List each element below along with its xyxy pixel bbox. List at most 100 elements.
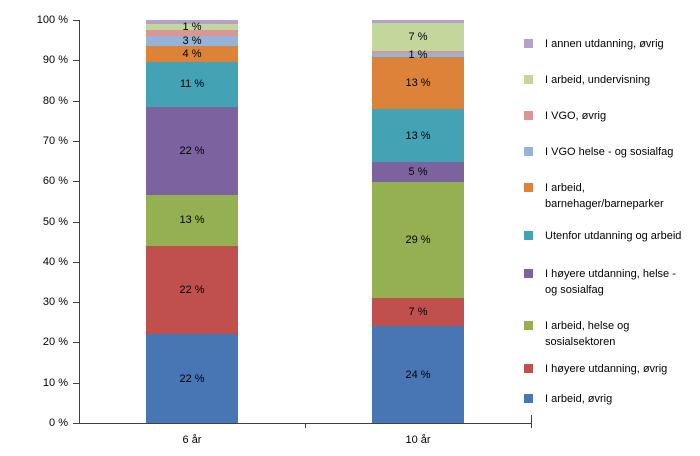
- segment-label: 29 %: [405, 234, 431, 247]
- y-axis-tick-label: 10 %: [42, 377, 68, 389]
- legend-label-line: og sosialfag: [545, 284, 604, 296]
- bar-segment-6ar: 22 %: [146, 106, 238, 196]
- legend-item: I høyere utdanning, øvrig: [524, 361, 667, 377]
- bar-segment-10ar: 7 %: [372, 23, 464, 52]
- legend-label-line: I arbeid, helse og: [545, 320, 630, 332]
- legend-label: I annen utdanning, øvrig: [545, 36, 664, 52]
- legend-label-line: barnehager/barneparker: [545, 198, 664, 210]
- bar-segment-10ar: [372, 20, 464, 24]
- segment-label: 3 %: [182, 35, 202, 48]
- legend-label: I arbeid, undervisning: [545, 72, 650, 88]
- legend-item: I VGO, øvrig: [524, 108, 606, 124]
- legend-label: I høyere utdanning, helse - og sosialfag: [545, 266, 676, 298]
- y-axis-tick-label: 80 %: [42, 95, 68, 107]
- segment-label: 11 %: [179, 78, 205, 91]
- y-axis-tick-label: 100 %: [36, 14, 68, 26]
- legend-swatch: [524, 111, 533, 120]
- segment-label: 7 %: [408, 31, 428, 44]
- legend-label-line: I VGO, øvrig: [545, 110, 607, 122]
- y-axis-tick: [73, 342, 79, 343]
- bar-segment-6ar: 1 %: [146, 21, 238, 34]
- bar-segment-10ar: 5 %: [372, 161, 464, 182]
- y-axis-tick-label: 50 %: [42, 216, 68, 228]
- legend-label-line: I arbeid,: [545, 182, 585, 194]
- segment-label: 1 %: [182, 21, 202, 34]
- legend-item: I arbeid, øvrig: [524, 391, 612, 407]
- bar-segment-6ar: [146, 30, 238, 37]
- y-axis-tick-label: 20 %: [42, 336, 68, 348]
- y-axis-tick-label: 70 %: [42, 135, 68, 147]
- legend-swatch: [524, 75, 533, 84]
- x-axis-tick: [305, 424, 306, 428]
- legend-label: I VGO helse - og sosialfag: [545, 144, 673, 160]
- legend-swatch: [524, 321, 533, 330]
- legend-label: I arbeid, øvrig: [545, 391, 612, 407]
- legend-swatch: [524, 364, 533, 373]
- y-axis-tick-label: 90 %: [42, 54, 68, 66]
- legend-label: Utenfor utdanning og arbeid: [545, 228, 681, 244]
- x-axis-end-tick: [531, 415, 532, 428]
- legend-swatch: [524, 269, 533, 278]
- legend-label: I høyere utdanning, øvrig: [545, 361, 667, 377]
- segment-label: 13 %: [179, 214, 205, 227]
- y-axis-tick: [73, 383, 79, 384]
- legend-label-line: sosialsektoren: [545, 336, 616, 348]
- legend-label-line: I arbeid, øvrig: [545, 393, 613, 405]
- legend-label-line: I VGO helse - og sosialfag: [545, 146, 674, 158]
- legend-label-line: I høyere utdanning, helse -: [545, 268, 676, 280]
- legend-item: I høyere utdanning, helse - og sosialfag: [524, 266, 676, 298]
- segment-label: 22 %: [179, 372, 205, 385]
- legend-label-line: I høyere utdanning, øvrig: [545, 363, 668, 375]
- legend-swatch: [524, 39, 533, 48]
- y-axis-tick: [73, 423, 79, 424]
- segment-label: 7 %: [408, 306, 428, 319]
- y-axis-tick: [73, 181, 79, 182]
- y-axis-tick-label: 0 %: [49, 417, 68, 429]
- segment-label: 4 %: [182, 48, 202, 61]
- segment-label: 5 %: [408, 165, 428, 178]
- y-axis-tick: [73, 262, 79, 263]
- y-axis-tick: [73, 302, 79, 303]
- y-axis: [79, 20, 80, 424]
- y-axis-tick-label: 40 %: [42, 256, 68, 268]
- legend-item: I VGO helse - og sosialfag: [524, 144, 673, 160]
- legend-label: I arbeid, helse og sosialsektoren: [545, 318, 629, 350]
- x-axis-category-label: 10 år: [405, 434, 431, 446]
- legend-swatch: [524, 394, 533, 403]
- bar-segment-6ar: 22 %: [146, 334, 238, 423]
- legend-label-line: Utenfor utdanning og arbeid: [545, 230, 682, 242]
- segment-label: 13 %: [405, 129, 431, 142]
- x-axis: [79, 423, 532, 424]
- legend-label-line: I annen utdanning, øvrig: [545, 38, 664, 50]
- legend-swatch: [524, 147, 533, 156]
- y-axis-tick: [73, 60, 79, 61]
- bar-segment-6ar: 22 %: [146, 245, 238, 335]
- legend-item: I arbeid, helse og sosialsektoren: [524, 318, 629, 350]
- bar-segment-6ar: 4 %: [146, 46, 238, 63]
- bar-segment-10ar: 1 %: [372, 49, 464, 61]
- legend-swatch: [524, 183, 533, 192]
- legend-label: I VGO, øvrig: [545, 108, 606, 124]
- y-axis-tick: [73, 20, 79, 21]
- bar-segment-6ar: 3 %: [146, 35, 238, 48]
- bar-segment-6ar: 13 %: [146, 195, 238, 246]
- legend-item: I annen utdanning, øvrig: [524, 36, 664, 52]
- bar-segment-10ar: 13 %: [372, 57, 464, 110]
- bar-segment-10ar: 13 %: [372, 109, 464, 162]
- bar-segment-6ar: 11 %: [146, 62, 238, 107]
- bar-segment-10ar: 7 %: [372, 298, 464, 327]
- segment-label: 13 %: [405, 77, 431, 90]
- y-axis-tick-label: 30 %: [42, 296, 68, 308]
- y-axis-tick: [73, 222, 79, 223]
- y-axis-tick: [73, 101, 79, 102]
- legend-item: I arbeid, barnehager/barneparker: [524, 180, 664, 212]
- y-axis-tick: [73, 141, 79, 142]
- bar-segment-10ar: 29 %: [372, 182, 464, 299]
- bar-segment-10ar: 24 %: [372, 326, 464, 423]
- legend-item: Utenfor utdanning og arbeid: [524, 228, 681, 244]
- segment-label: 24 %: [405, 368, 431, 381]
- x-axis-category-label: 6 år: [182, 434, 202, 446]
- segment-label: 22 %: [179, 284, 205, 296]
- legend-item: I arbeid, undervisning: [524, 72, 650, 88]
- segment-label: 22 %: [179, 144, 205, 157]
